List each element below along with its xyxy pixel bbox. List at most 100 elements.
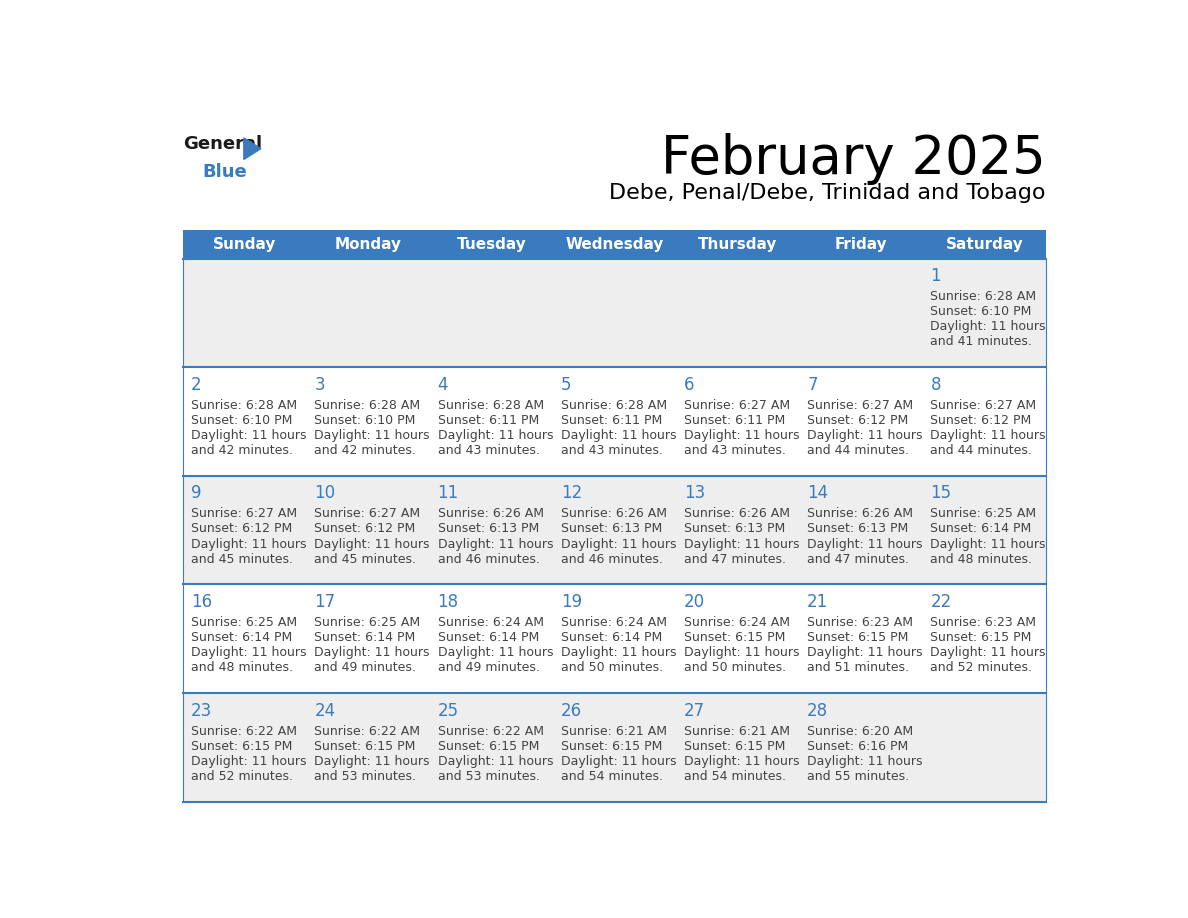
- Text: Daylight: 11 hours: Daylight: 11 hours: [808, 755, 923, 767]
- Text: Sunset: 6:11 PM: Sunset: 6:11 PM: [684, 414, 785, 427]
- Text: Sunrise: 6:26 AM: Sunrise: 6:26 AM: [561, 508, 666, 521]
- Text: 25: 25: [437, 701, 459, 720]
- Text: 9: 9: [191, 485, 202, 502]
- Text: and 43 minutes.: and 43 minutes.: [437, 444, 539, 457]
- Text: and 51 minutes.: and 51 minutes.: [808, 661, 909, 674]
- Text: 24: 24: [315, 701, 335, 720]
- Text: Wednesday: Wednesday: [565, 237, 664, 252]
- Text: and 43 minutes.: and 43 minutes.: [561, 444, 663, 457]
- Text: Sunset: 6:16 PM: Sunset: 6:16 PM: [808, 740, 909, 753]
- Text: Daylight: 11 hours: Daylight: 11 hours: [191, 429, 307, 442]
- Text: Sunrise: 6:28 AM: Sunrise: 6:28 AM: [561, 399, 666, 412]
- Text: Sunrise: 6:27 AM: Sunrise: 6:27 AM: [684, 399, 790, 412]
- Text: Sunrise: 6:22 AM: Sunrise: 6:22 AM: [191, 724, 297, 738]
- Text: Daylight: 11 hours: Daylight: 11 hours: [561, 646, 676, 659]
- Text: Sunset: 6:14 PM: Sunset: 6:14 PM: [437, 631, 539, 644]
- Text: Daylight: 11 hours: Daylight: 11 hours: [437, 538, 554, 551]
- Text: Daylight: 11 hours: Daylight: 11 hours: [684, 755, 800, 767]
- Text: and 53 minutes.: and 53 minutes.: [315, 769, 416, 783]
- Text: Daylight: 11 hours: Daylight: 11 hours: [315, 538, 430, 551]
- Text: Sunset: 6:14 PM: Sunset: 6:14 PM: [191, 631, 292, 644]
- Text: and 43 minutes.: and 43 minutes.: [684, 444, 786, 457]
- Text: Daylight: 11 hours: Daylight: 11 hours: [930, 429, 1045, 442]
- Text: Sunset: 6:13 PM: Sunset: 6:13 PM: [437, 522, 539, 535]
- Text: and 50 minutes.: and 50 minutes.: [684, 661, 786, 674]
- Text: and 44 minutes.: and 44 minutes.: [930, 444, 1032, 457]
- Text: Daylight: 11 hours: Daylight: 11 hours: [437, 429, 554, 442]
- Text: 27: 27: [684, 701, 706, 720]
- Text: Sunset: 6:10 PM: Sunset: 6:10 PM: [315, 414, 416, 427]
- Text: Sunrise: 6:22 AM: Sunrise: 6:22 AM: [315, 724, 421, 738]
- Text: 23: 23: [191, 701, 213, 720]
- Text: Sunset: 6:12 PM: Sunset: 6:12 PM: [191, 522, 292, 535]
- Text: and 46 minutes.: and 46 minutes.: [561, 553, 663, 565]
- Text: Saturday: Saturday: [946, 237, 1023, 252]
- Text: General: General: [183, 135, 263, 152]
- Text: Sunset: 6:14 PM: Sunset: 6:14 PM: [315, 631, 416, 644]
- Text: Debe, Penal/Debe, Trinidad and Tobago: Debe, Penal/Debe, Trinidad and Tobago: [609, 184, 1045, 203]
- Text: and 55 minutes.: and 55 minutes.: [808, 769, 909, 783]
- Text: and 47 minutes.: and 47 minutes.: [684, 553, 786, 565]
- Text: and 54 minutes.: and 54 minutes.: [684, 769, 786, 783]
- Text: Daylight: 11 hours: Daylight: 11 hours: [930, 646, 1045, 659]
- Text: and 49 minutes.: and 49 minutes.: [315, 661, 416, 674]
- Text: Daylight: 11 hours: Daylight: 11 hours: [930, 538, 1045, 551]
- Text: and 48 minutes.: and 48 minutes.: [191, 661, 293, 674]
- Text: Sunrise: 6:21 AM: Sunrise: 6:21 AM: [561, 724, 666, 738]
- Text: Sunrise: 6:24 AM: Sunrise: 6:24 AM: [684, 616, 790, 629]
- Text: Daylight: 11 hours: Daylight: 11 hours: [315, 429, 430, 442]
- Text: 11: 11: [437, 485, 459, 502]
- Text: 18: 18: [437, 593, 459, 611]
- Text: Sunset: 6:14 PM: Sunset: 6:14 PM: [561, 631, 662, 644]
- Text: Daylight: 11 hours: Daylight: 11 hours: [191, 538, 307, 551]
- Text: 2: 2: [191, 375, 202, 394]
- Text: 3: 3: [315, 375, 326, 394]
- Text: Daylight: 11 hours: Daylight: 11 hours: [561, 538, 676, 551]
- Text: 28: 28: [808, 701, 828, 720]
- Text: Sunrise: 6:22 AM: Sunrise: 6:22 AM: [437, 724, 544, 738]
- Bar: [183, 693, 1045, 801]
- Text: and 48 minutes.: and 48 minutes.: [930, 553, 1032, 565]
- Text: 13: 13: [684, 485, 706, 502]
- Text: Daylight: 11 hours: Daylight: 11 hours: [684, 429, 800, 442]
- Text: and 49 minutes.: and 49 minutes.: [437, 661, 539, 674]
- Text: Sunset: 6:15 PM: Sunset: 6:15 PM: [684, 631, 785, 644]
- Text: Sunrise: 6:25 AM: Sunrise: 6:25 AM: [930, 508, 1037, 521]
- Text: Sunrise: 6:25 AM: Sunrise: 6:25 AM: [191, 616, 297, 629]
- Text: Sunset: 6:14 PM: Sunset: 6:14 PM: [930, 522, 1031, 535]
- Bar: [183, 367, 1045, 476]
- Text: Sunset: 6:15 PM: Sunset: 6:15 PM: [684, 740, 785, 753]
- Text: 5: 5: [561, 375, 571, 394]
- Text: Daylight: 11 hours: Daylight: 11 hours: [191, 755, 307, 767]
- Text: Sunrise: 6:27 AM: Sunrise: 6:27 AM: [930, 399, 1037, 412]
- Text: and 47 minutes.: and 47 minutes.: [808, 553, 909, 565]
- Text: 14: 14: [808, 485, 828, 502]
- Text: Sunrise: 6:26 AM: Sunrise: 6:26 AM: [437, 508, 544, 521]
- Text: Sunset: 6:15 PM: Sunset: 6:15 PM: [437, 740, 539, 753]
- Text: Sunrise: 6:26 AM: Sunrise: 6:26 AM: [808, 508, 914, 521]
- Text: 15: 15: [930, 485, 952, 502]
- Text: Sunrise: 6:25 AM: Sunrise: 6:25 AM: [315, 616, 421, 629]
- Text: 4: 4: [437, 375, 448, 394]
- Text: Sunset: 6:12 PM: Sunset: 6:12 PM: [930, 414, 1031, 427]
- Text: Sunrise: 6:27 AM: Sunrise: 6:27 AM: [315, 508, 421, 521]
- Text: Sunset: 6:15 PM: Sunset: 6:15 PM: [808, 631, 909, 644]
- Text: Sunrise: 6:24 AM: Sunrise: 6:24 AM: [437, 616, 544, 629]
- Text: Sunset: 6:11 PM: Sunset: 6:11 PM: [561, 414, 662, 427]
- Text: Sunset: 6:15 PM: Sunset: 6:15 PM: [930, 631, 1032, 644]
- Text: Daylight: 11 hours: Daylight: 11 hours: [315, 755, 430, 767]
- Text: Sunset: 6:10 PM: Sunset: 6:10 PM: [930, 306, 1032, 319]
- Text: Daylight: 11 hours: Daylight: 11 hours: [808, 646, 923, 659]
- Text: Sunrise: 6:28 AM: Sunrise: 6:28 AM: [191, 399, 297, 412]
- Text: 6: 6: [684, 375, 695, 394]
- Text: and 45 minutes.: and 45 minutes.: [191, 553, 293, 565]
- Text: and 45 minutes.: and 45 minutes.: [315, 553, 416, 565]
- Text: Sunrise: 6:21 AM: Sunrise: 6:21 AM: [684, 724, 790, 738]
- Text: and 44 minutes.: and 44 minutes.: [808, 444, 909, 457]
- Text: Daylight: 11 hours: Daylight: 11 hours: [808, 429, 923, 442]
- Text: Sunrise: 6:20 AM: Sunrise: 6:20 AM: [808, 724, 914, 738]
- Text: 20: 20: [684, 593, 706, 611]
- Text: 10: 10: [315, 485, 335, 502]
- Text: Sunrise: 6:23 AM: Sunrise: 6:23 AM: [808, 616, 914, 629]
- Text: Sunrise: 6:27 AM: Sunrise: 6:27 AM: [808, 399, 914, 412]
